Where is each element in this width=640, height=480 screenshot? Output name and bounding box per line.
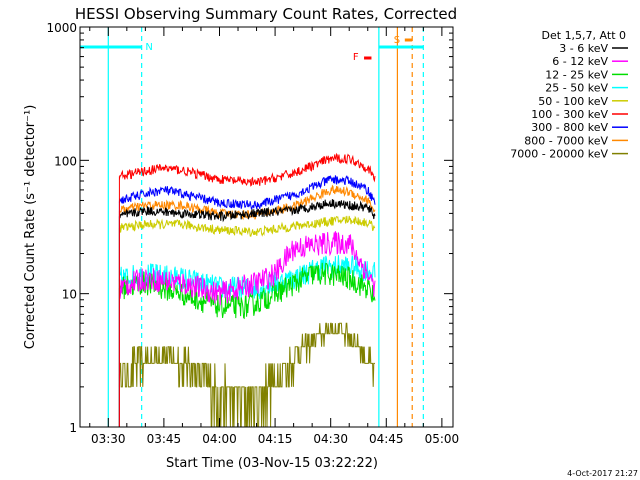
x-tick-label: 04:15 xyxy=(258,432,293,446)
y-tick-label: 1 xyxy=(69,421,77,435)
annotation-n: N xyxy=(145,42,152,53)
x-tick-label: 04:00 xyxy=(202,432,237,446)
series-line-6-12-kev xyxy=(118,231,376,306)
x-tick-label: 04:30 xyxy=(313,432,348,446)
x-tick-label: 03:30 xyxy=(91,432,126,446)
legend-entry-label: 6 - 12 keV xyxy=(552,55,608,68)
y-tick-label: 1000 xyxy=(46,21,77,35)
plot-lines: N F S xyxy=(80,27,424,427)
legend-entry-label: 300 - 800 keV xyxy=(531,121,608,134)
legend-entry-label: 12 - 25 keV xyxy=(545,68,608,81)
plot-frame xyxy=(79,26,454,428)
annotation-s: S xyxy=(394,35,400,46)
y-axis-label: Corrected Count Rate (s⁻¹ detector⁻¹) xyxy=(23,105,38,350)
legend-entry-label: 25 - 50 keV xyxy=(545,82,608,95)
x-axis-label: Start Time (03-Nov-15 03:22:22) xyxy=(166,456,378,471)
x-tick-label: 04:45 xyxy=(369,432,404,446)
series-line-7000-20000-kev xyxy=(118,322,375,428)
series-line-3-6-kev xyxy=(118,199,376,223)
x-tick-label: 05:00 xyxy=(425,432,460,446)
legend-entry-label: 7000 - 20000 keV xyxy=(510,148,608,161)
legend-title: Det 1,5,7, Att 0 xyxy=(542,29,626,42)
y-tick-label: 100 xyxy=(54,154,77,168)
y-axis: 1 10 100 1000 xyxy=(46,21,453,435)
legend-entry-label: 50 - 100 keV xyxy=(538,95,608,108)
annotation-f: F xyxy=(353,52,359,63)
x-axis: 03:30 03:45 04:00 04:15 04:30 04:45 05:00 xyxy=(89,27,460,446)
timestamp-label: 4-Oct-2017 21:27 xyxy=(567,469,638,478)
series-line-100-300-kev xyxy=(118,152,376,187)
series-line-300-800-kev xyxy=(118,174,376,210)
x-tick-label: 03:45 xyxy=(147,432,182,446)
legend-entry-label: 3 - 6 keV xyxy=(559,42,608,55)
series-line-12-25-kev xyxy=(118,262,376,320)
series-layer xyxy=(118,152,376,428)
series-line-50-100-kev xyxy=(118,215,376,237)
legend-entry-label: 100 - 300 keV xyxy=(531,108,608,121)
legend-entry-label: 800 - 7000 keV xyxy=(524,134,608,147)
chart-title: HESSI Observing Summary Count Rates, Cor… xyxy=(75,5,457,23)
y-tick-label: 10 xyxy=(62,288,77,302)
series-line-800-7000-kev xyxy=(118,184,376,221)
